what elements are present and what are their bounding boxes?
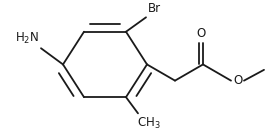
Text: CH$_3$: CH$_3$ xyxy=(137,116,161,131)
Text: O: O xyxy=(233,74,242,87)
Text: H$_2$N: H$_2$N xyxy=(15,30,39,46)
Text: O: O xyxy=(196,27,206,40)
Text: Br: Br xyxy=(148,2,161,15)
